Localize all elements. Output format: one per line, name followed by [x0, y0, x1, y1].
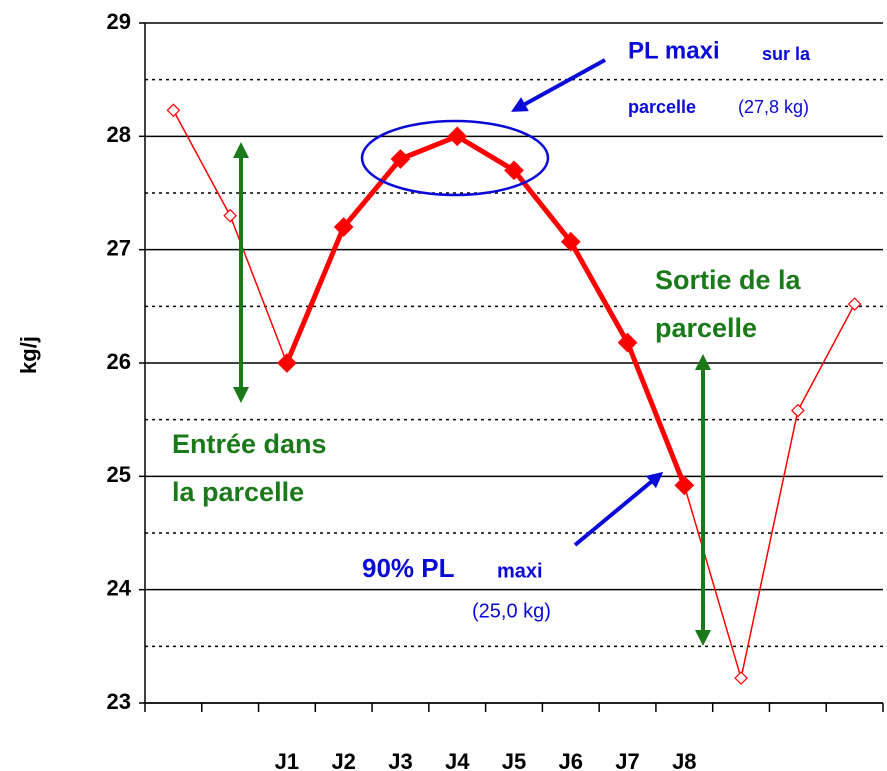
point-marker — [390, 149, 411, 169]
y-tick-label: 24 — [107, 575, 132, 600]
point-marker — [617, 332, 638, 353]
x-tick-label: J8 — [672, 749, 696, 771]
highlight-ellipse — [360, 119, 550, 197]
x-tick-label: J6 — [559, 749, 583, 771]
annotation: maxi — [497, 560, 543, 582]
annotation: 90% PL — [362, 553, 455, 583]
x-tick-label: J2 — [331, 749, 355, 771]
y-tick-label: 25 — [107, 462, 131, 487]
x-tick-label: J5 — [502, 749, 526, 771]
y-tick-label: 27 — [107, 235, 131, 260]
max-arrow — [510, 58, 606, 112]
point-marker — [790, 403, 805, 418]
annotation: parcelle — [628, 97, 696, 117]
point-marker — [560, 231, 581, 252]
x-tick-label: J4 — [445, 749, 470, 771]
series-line — [683, 303, 856, 679]
point-marker — [847, 297, 862, 311]
x-tick-label: J7 — [615, 749, 639, 771]
annotation: sur la — [762, 44, 811, 64]
point-marker — [277, 353, 297, 373]
annotation: (25,0 kg) — [472, 600, 551, 622]
annotation: PL maxi — [628, 37, 720, 64]
annotation: Entrée dans — [172, 429, 327, 459]
point-marker — [447, 126, 468, 147]
point-marker — [674, 475, 695, 496]
point-marker — [166, 103, 181, 118]
point-marker — [734, 671, 748, 685]
y-tick-label: 29 — [107, 9, 131, 34]
ninety-arrow — [573, 471, 664, 547]
point-marker — [333, 217, 354, 237]
annotation: parcelle — [655, 313, 757, 343]
y-tick-label: 26 — [107, 349, 131, 374]
point-marker — [504, 160, 524, 181]
y-axis-label: kg/j — [16, 336, 41, 374]
y-tick-label: 28 — [107, 122, 131, 147]
annotation: (27,8 kg) — [738, 97, 809, 117]
annotation: Sortie de la — [655, 265, 802, 295]
y-tick-label: 23 — [107, 689, 131, 714]
point-marker — [223, 208, 238, 223]
annotation: la parcelle — [172, 477, 304, 507]
x-tick-label: J3 — [388, 749, 412, 771]
series-line — [172, 109, 288, 364]
series-line — [284, 133, 687, 487]
x-tick-label: J1 — [275, 749, 299, 771]
